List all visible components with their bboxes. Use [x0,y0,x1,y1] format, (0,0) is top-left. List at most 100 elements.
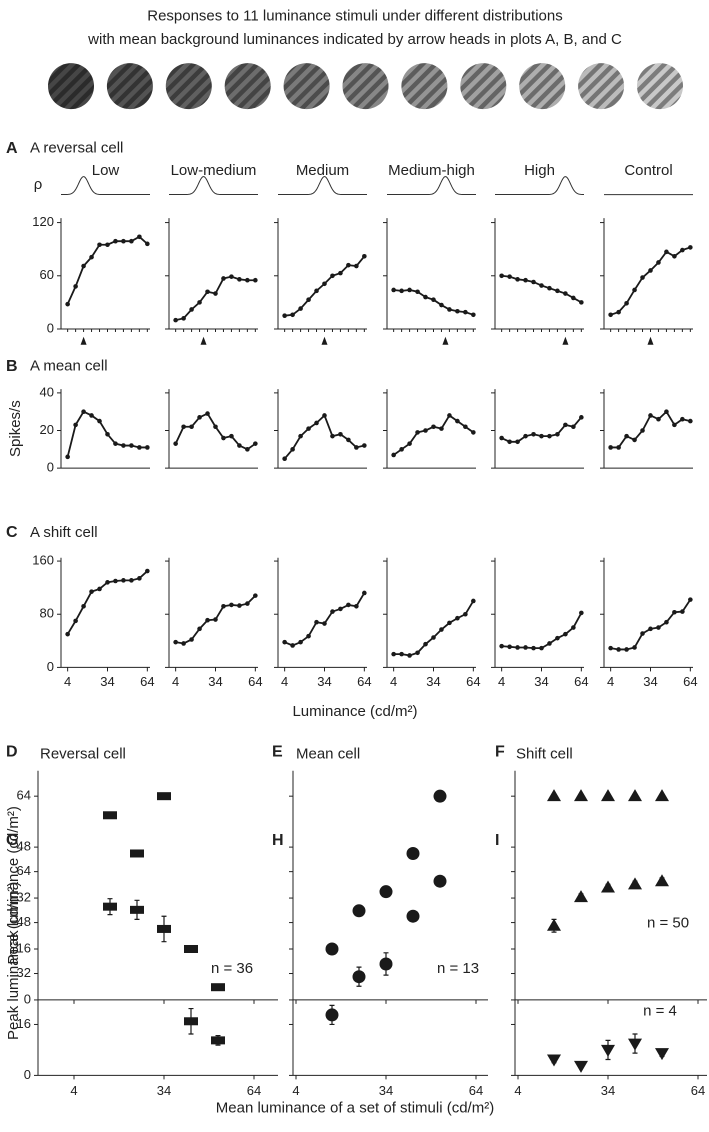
marker-rect [130,905,144,914]
response-point [539,433,544,439]
marker-rect [211,983,225,992]
condition-label: Low [92,162,120,179]
x-tick-label: 34 [601,1083,615,1098]
response-point [547,641,552,646]
response-point [290,643,295,648]
response-point [539,645,544,651]
response-point [173,639,178,645]
panel-letter: C [6,524,18,541]
marker-triangle-down [655,1048,669,1061]
x-tick-label: 4 [607,674,614,689]
response-point [399,288,404,294]
response-point [129,443,134,448]
y-tick-label: 64 [17,863,31,878]
panel-title: Mean cell [296,746,360,763]
marker-rect [184,944,198,953]
response-point [113,441,118,446]
response-point [338,606,343,612]
response-point [571,625,576,630]
response-point [213,617,218,622]
response-point [407,287,412,293]
marker-circle [379,885,393,899]
response-point [439,627,444,632]
response-point [624,647,629,652]
response-point [81,409,86,414]
mean-marker [647,336,654,345]
response-point [113,578,118,584]
response-point [253,441,258,446]
response-point [515,439,520,445]
response-point [531,431,536,437]
response-point [664,249,669,255]
response-point [616,309,621,315]
marker-rect [103,811,117,820]
response-point [245,601,250,606]
y-tick-label: 20 [40,422,54,437]
response-point [499,435,504,441]
response-point [672,422,677,428]
response-point [346,262,351,268]
response-point [608,645,613,651]
response-point [664,409,669,414]
response-point [306,633,311,639]
distribution-curve [61,176,150,196]
mean-marker [442,336,449,345]
response-point [197,300,202,305]
marker-triangle-up [655,789,669,802]
response-point [229,602,234,608]
marker-circle [352,970,366,984]
response-point [391,287,396,293]
response-point [523,645,528,650]
y-axis-label: Peak luminance (cd/m²) [5,882,22,1040]
response-point [97,586,102,592]
response-point [632,287,637,293]
response-point [423,428,428,433]
response-point [616,445,621,450]
x-axis-label: Luminance (cd/m²) [292,703,417,720]
marker-rect [157,924,171,933]
marker-circle [325,1008,339,1022]
panel-letter: D [6,744,18,761]
response-point [322,413,327,418]
response-point [531,279,536,285]
response-point [137,576,142,581]
response-point [89,413,94,418]
x-tick-label: 64 [140,674,154,689]
panel-title: Reversal cell [40,746,126,763]
response-point [680,609,685,614]
response-point [213,291,218,296]
response-point [608,445,613,450]
response-point [145,568,150,574]
x-tick-label: 4 [498,674,505,689]
x-tick-label: 4 [70,1083,77,1098]
marker-triangle-up [655,874,669,887]
response-point [129,578,134,583]
distribution-curve [278,176,367,196]
response-point [616,647,621,652]
marker-triangle-up [574,789,588,802]
marker-rect [157,792,171,801]
y-tick-label: 48 [17,839,31,854]
response-point [447,413,452,418]
marker-triangle-down [547,1054,561,1067]
response-point [680,416,685,422]
response-point [282,456,287,462]
response-point [563,422,568,428]
response-point [672,609,677,615]
mean-marker [321,336,328,345]
y-tick-label: 60 [40,267,54,282]
response-point [431,635,436,640]
sample-size: n = 50 [647,914,689,931]
response-point [555,431,560,437]
response-point [656,625,661,630]
panel-title: Shift cell [516,746,573,763]
x-tick-label: 4 [292,1083,299,1098]
x-tick-label: 34 [534,674,548,689]
response-point [113,238,118,244]
response-point [189,637,194,642]
x-tick-label: 64 [469,1083,483,1098]
response-point [282,639,287,645]
response-point [197,415,202,420]
y-tick-label: 32 [17,965,31,980]
